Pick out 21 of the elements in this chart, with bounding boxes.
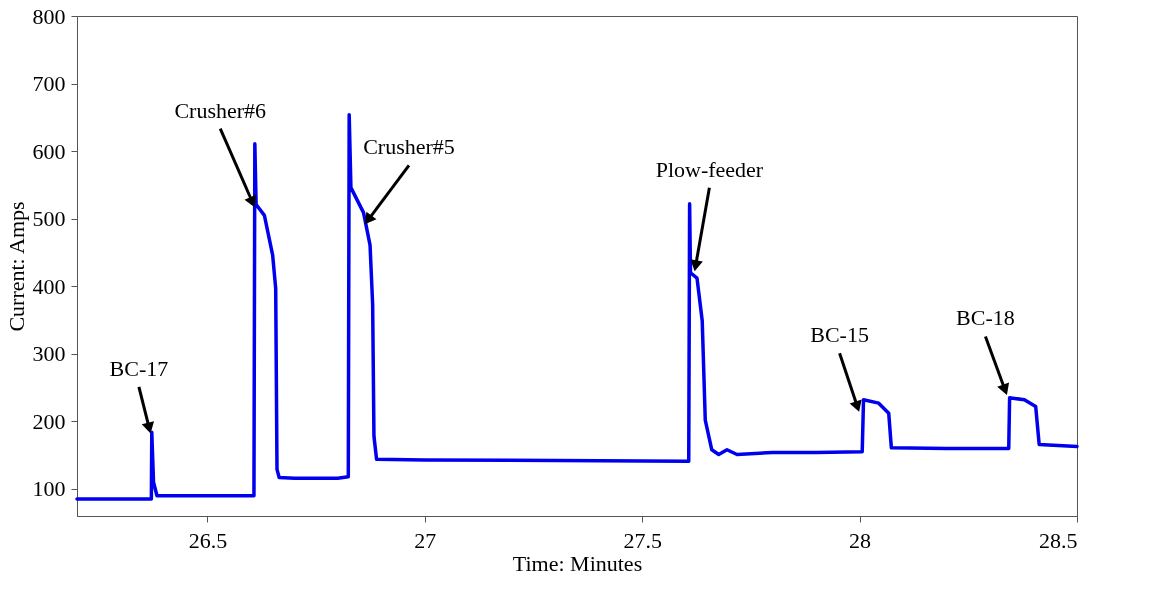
x-tick-label: 27 bbox=[414, 527, 437, 553]
annotation: Crusher#6 bbox=[174, 97, 267, 123]
y-tick-label: 100 bbox=[32, 476, 66, 502]
annotation: Crusher#5 bbox=[363, 134, 455, 160]
x-tick-label: 28 bbox=[849, 527, 872, 553]
annotation: BC-15 bbox=[810, 322, 869, 348]
x-tick-label: 27.5 bbox=[623, 527, 662, 553]
y-tick-label: 500 bbox=[32, 206, 66, 232]
x-tick-label: 28.5 bbox=[1039, 527, 1078, 553]
y-tick-label: 700 bbox=[32, 71, 66, 97]
y-tick-label: 600 bbox=[32, 138, 66, 164]
annotation: BC-18 bbox=[956, 305, 1015, 331]
x-axis-title: Time: Minutes bbox=[512, 550, 643, 576]
annotation: BC-17 bbox=[109, 355, 169, 381]
y-tick-label: 800 bbox=[32, 3, 66, 29]
y-tick-label: 200 bbox=[32, 408, 66, 434]
y-axis-title: Current: Amps bbox=[3, 201, 29, 332]
annotation: Plow-feeder bbox=[655, 156, 764, 182]
x-tick-label: 26.5 bbox=[188, 527, 228, 553]
y-tick-label: 300 bbox=[32, 341, 66, 367]
y-tick-label: 400 bbox=[32, 273, 66, 299]
